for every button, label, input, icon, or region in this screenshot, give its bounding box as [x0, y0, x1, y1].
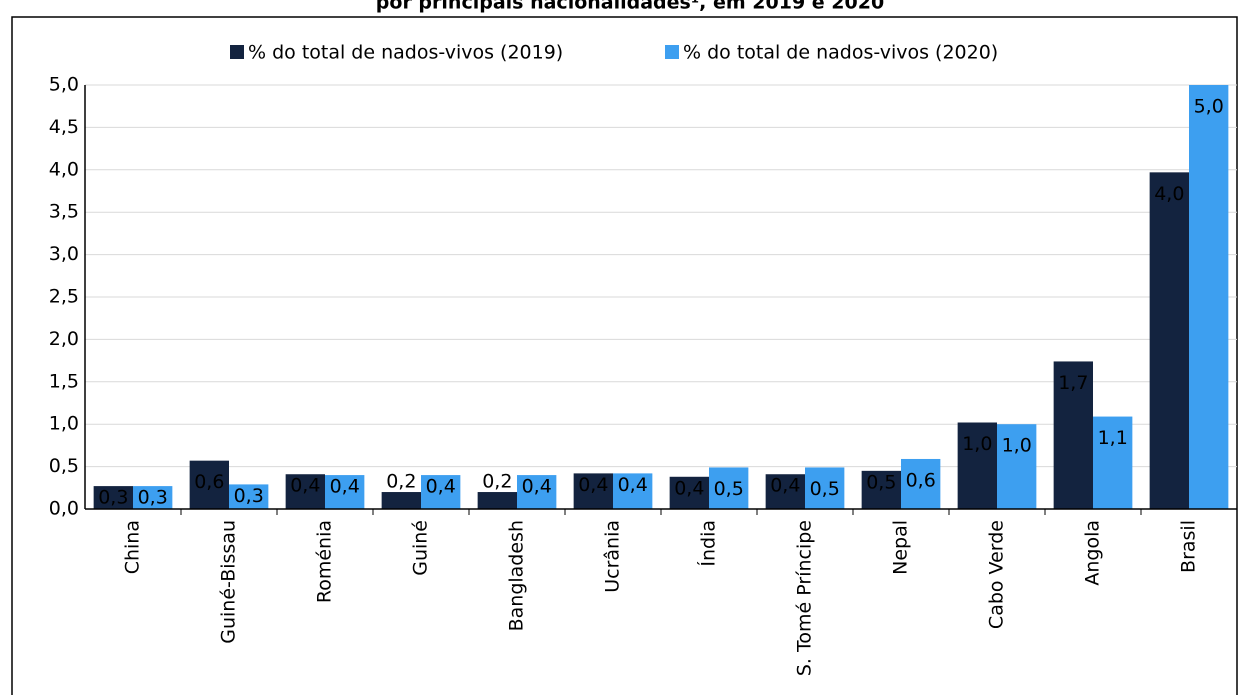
value-label: 4,0 [1154, 183, 1184, 205]
value-label: 0,4 [770, 475, 800, 497]
value-label: 0,6 [906, 469, 936, 491]
value-label: 0,3 [138, 487, 168, 509]
x-tick-label: Angola [1082, 520, 1104, 586]
value-label: 0,2 [482, 471, 512, 493]
legend-label: % do total de nados-vivos (2019) [248, 42, 563, 64]
y-tick-label: 0,0 [49, 498, 79, 520]
x-tick-label: Guiné [410, 520, 432, 576]
value-label: 0,3 [98, 487, 128, 509]
x-tick-label: S. Tomé Príncipe [794, 520, 816, 676]
y-tick-label: 3,5 [49, 201, 79, 223]
bar [957, 422, 997, 509]
bar [189, 460, 229, 509]
x-tick-label: China [122, 520, 144, 574]
bar [1149, 172, 1189, 509]
value-label: 0,4 [674, 477, 704, 499]
bar [325, 475, 365, 509]
y-tick-label: 3,0 [49, 243, 79, 265]
value-label: 1,0 [1002, 435, 1032, 457]
value-label: 0,2 [386, 471, 416, 493]
bar [805, 467, 845, 509]
bar [517, 475, 557, 509]
x-tick-label: Cabo Verde [986, 520, 1008, 629]
x-tick-label: Roménia [314, 520, 336, 603]
value-label: 0,3 [234, 485, 264, 507]
y-tick-label: 0,5 [49, 455, 79, 477]
x-tick-label: Índia [697, 520, 720, 567]
y-tick-label: 1,5 [49, 370, 79, 392]
x-tick-label: Guiné-Bissau [218, 520, 240, 644]
legend-swatch [230, 45, 244, 59]
bar [861, 470, 901, 509]
legend-label: % do total de nados-vivos (2020) [683, 42, 998, 64]
value-label: 0,5 [714, 478, 744, 500]
bar [477, 492, 517, 509]
value-label: 0,5 [810, 478, 840, 500]
bar [765, 474, 805, 509]
bar [421, 475, 461, 509]
y-tick-label: 2,5 [49, 286, 79, 308]
bar [573, 473, 613, 509]
bar [1189, 85, 1229, 509]
bar [1093, 416, 1133, 509]
value-label: 1,0 [962, 433, 992, 455]
y-tick-label: 5,0 [49, 74, 79, 96]
value-label: 1,7 [1058, 372, 1088, 394]
y-tick-label: 1,0 [49, 413, 79, 435]
bar [669, 476, 709, 509]
value-label: 5,0 [1194, 96, 1224, 118]
x-tick-label: Nepal [890, 520, 912, 575]
y-tick-label: 4,5 [49, 116, 79, 138]
value-label: 0,4 [578, 474, 608, 496]
y-tick-label: 2,0 [49, 328, 79, 350]
x-tick-label: Bangladesh [506, 520, 528, 631]
value-label: 0,6 [194, 471, 224, 493]
bar [93, 486, 133, 509]
chart-border [11, 16, 1238, 695]
bar [133, 486, 173, 509]
value-label: 0,5 [866, 471, 896, 493]
bar [381, 492, 421, 509]
y-tick-label: 4,0 [49, 158, 79, 180]
bar [997, 424, 1037, 509]
value-label: 0,4 [618, 474, 648, 496]
value-label: 1,1 [1098, 427, 1128, 449]
bar [613, 473, 653, 509]
bar [901, 458, 941, 509]
bar [709, 467, 749, 509]
value-label: 0,4 [330, 476, 360, 498]
chart-title: por principais nacionalidades¹, em 2019 … [376, 0, 884, 14]
value-label: 0,4 [522, 476, 552, 498]
x-tick-label: Brasil [1178, 520, 1200, 573]
bar [1053, 361, 1093, 509]
value-label: 0,4 [426, 476, 456, 498]
bar [285, 474, 325, 509]
x-tick-label: Ucrânia [602, 520, 624, 593]
bar [229, 484, 269, 509]
value-label: 0,4 [290, 475, 320, 497]
legend-swatch [665, 45, 679, 59]
